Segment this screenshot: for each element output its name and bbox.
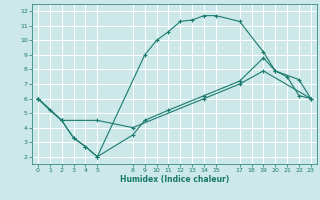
X-axis label: Humidex (Indice chaleur): Humidex (Indice chaleur) xyxy=(120,175,229,184)
